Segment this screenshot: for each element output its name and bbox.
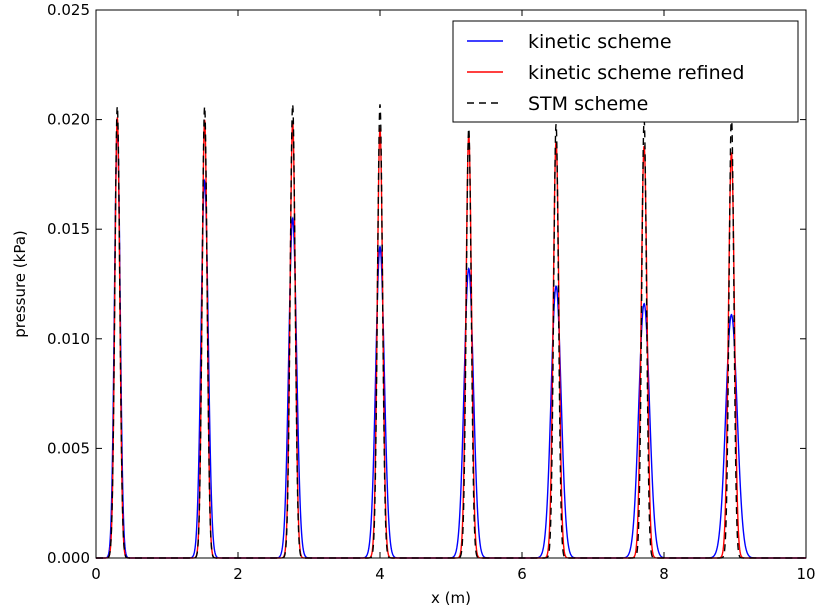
x-tick-label-5: 10: [796, 565, 815, 583]
y-axis-label: pressure (kPa): [11, 230, 29, 338]
legend-box: [452, 20, 799, 123]
legend-label-kinetic: kinetic scheme: [528, 31, 672, 53]
y-tick-label-3: 0.015: [47, 220, 90, 238]
x-tick-label-4: 8: [659, 565, 669, 583]
plot-frame: [95, 9, 807, 559]
x-tick-label-3: 6: [517, 565, 527, 583]
x-axis-label: x (m): [431, 589, 471, 607]
y-tick-label-4: 0.020: [47, 111, 90, 129]
y-tick-label-0: 0.000: [47, 549, 90, 567]
x-tick-label-1: 2: [233, 565, 243, 583]
ticks-layer: [95, 9, 807, 559]
y-tick-label-2: 0.010: [47, 330, 90, 348]
legend-label-kinetic-refined: kinetic scheme refined: [528, 62, 744, 84]
y-tick-label-1: 0.005: [47, 439, 90, 457]
x-tick-label-0: 0: [91, 565, 101, 583]
legend-label-stm: STM scheme: [528, 93, 648, 115]
legend: kinetic scheme kinetic scheme refined ST…: [452, 20, 799, 123]
tick-labels-layer: 0 2 4 6 8 10 0.000 0.005 0.010 0.015 0.020 0.025: [47, 1, 816, 583]
y-tick-label-5: 0.025: [47, 1, 90, 19]
x-tick-label-2: 4: [375, 565, 385, 583]
